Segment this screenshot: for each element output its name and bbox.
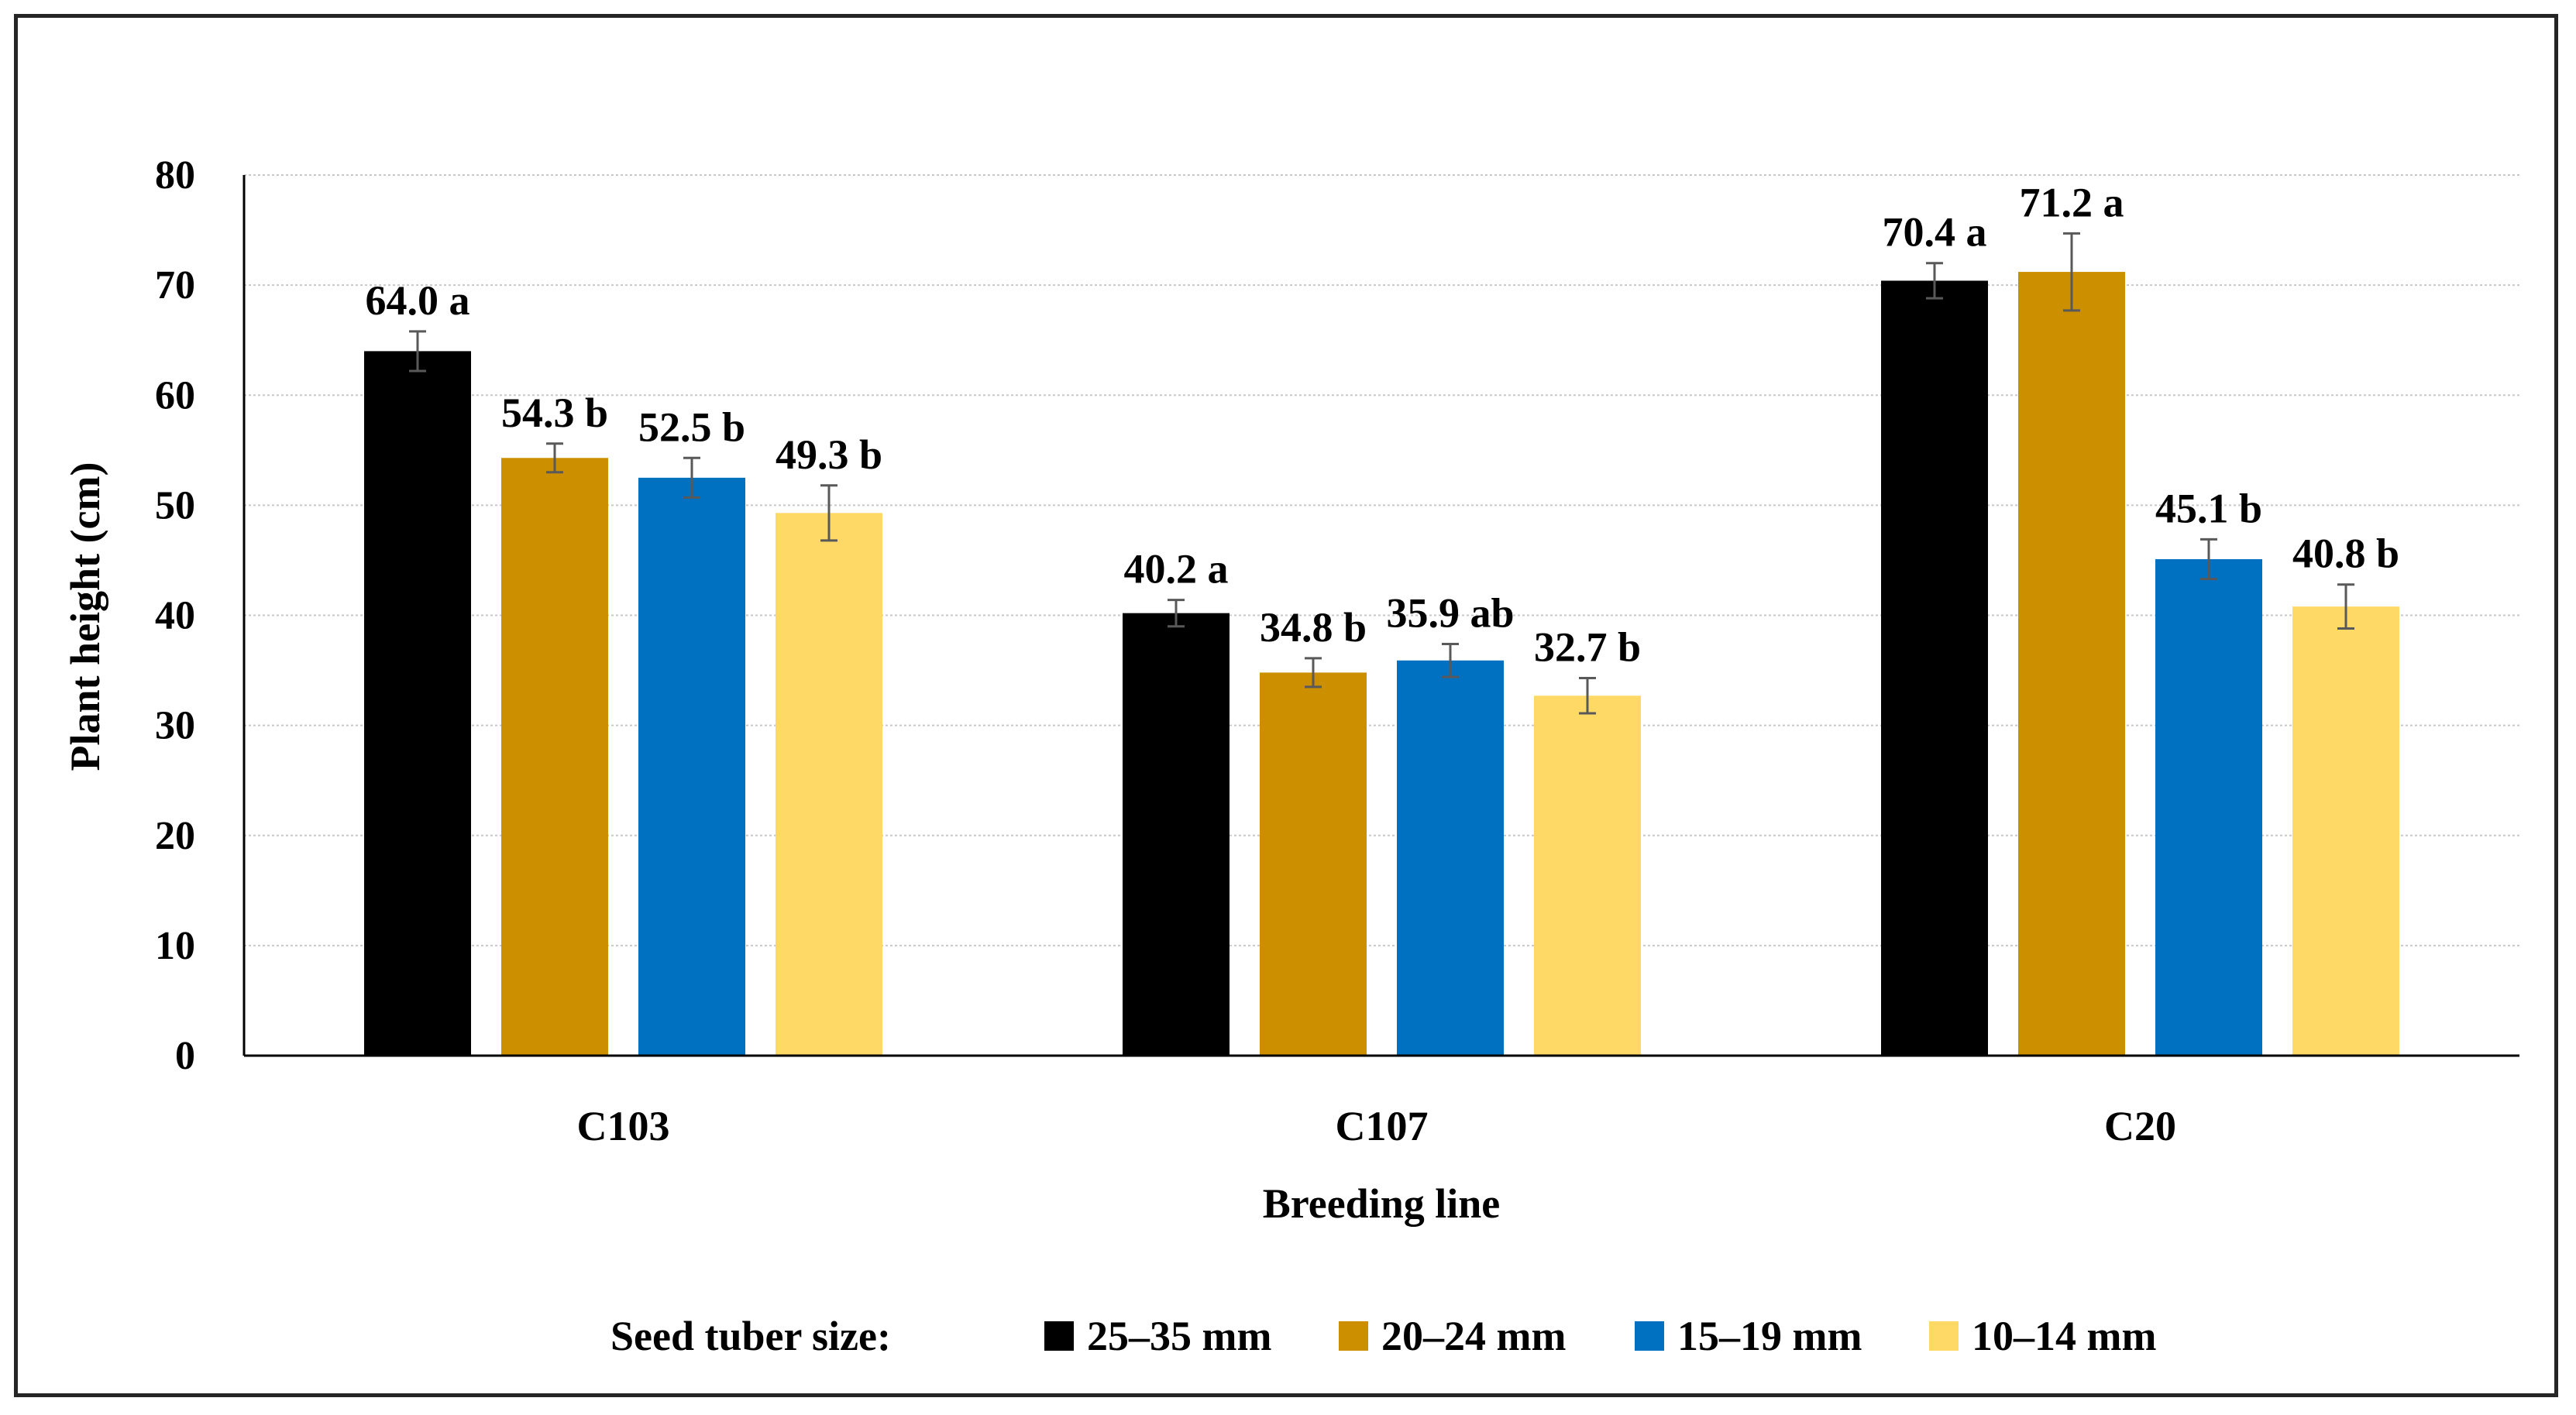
- legend-label: 20–24 mm: [1381, 1313, 1566, 1359]
- data-label: 35.9 ab: [1386, 589, 1514, 636]
- y-tick-label: 20: [155, 814, 195, 858]
- bar: [1123, 613, 1230, 1056]
- error-bar: [1926, 262, 1943, 300]
- legend-title: Seed tuber size:: [610, 1313, 891, 1359]
- error-bar: [1305, 657, 1322, 689]
- x-tick-label: C103: [577, 1103, 670, 1149]
- legend-swatch: [1929, 1321, 1959, 1351]
- x-axis-title: Breeding line: [1263, 1180, 1501, 1227]
- error-bar: [1442, 642, 1459, 678]
- data-label: 70.4 a: [1883, 209, 1987, 256]
- legend-swatch: [1635, 1321, 1664, 1351]
- error-bar: [2337, 583, 2354, 630]
- data-label: 71.2 a: [2020, 179, 2124, 225]
- error-bar: [1579, 677, 1596, 715]
- bar: [364, 351, 471, 1056]
- legend: Seed tuber size: 25–35 mm 20–24 mm 15–19 m…: [610, 1313, 2156, 1359]
- bar: [1260, 672, 1367, 1056]
- y-tick-label: 70: [155, 263, 195, 307]
- bar: [2292, 606, 2399, 1056]
- y-tick-label: 60: [155, 373, 195, 417]
- data-label: 54.3 b: [501, 390, 608, 436]
- data-label: 34.8 b: [1260, 604, 1367, 651]
- bar: [1534, 695, 1641, 1056]
- error-bar: [2200, 537, 2217, 581]
- axes: 0 10 20 30 40 50 60 70 80 C103 C107 C20: [155, 153, 2519, 1149]
- data-labels: 64.0 a 54.3 b 52.5 b 49.3 b 40.2 a 34.8 b 35.9…: [366, 179, 2400, 670]
- error-bar: [409, 330, 426, 373]
- error-bar: [2063, 232, 2080, 312]
- error-bar: [546, 442, 563, 474]
- bar: [776, 513, 882, 1056]
- bar: [1881, 280, 1988, 1056]
- legend-label: 25–35 mm: [1087, 1313, 1271, 1359]
- y-tick-label: 50: [155, 483, 195, 527]
- data-label: 64.0 a: [366, 277, 470, 324]
- data-label: 45.1 b: [2155, 485, 2262, 531]
- data-label: 32.7 b: [1534, 624, 1641, 671]
- bars: [364, 232, 2399, 1056]
- y-tick-label: 80: [155, 153, 195, 197]
- data-label: 49.3 b: [776, 431, 882, 478]
- y-tick-label: 40: [155, 594, 195, 638]
- error-bar: [820, 484, 837, 542]
- y-tick-label: 10: [155, 924, 195, 968]
- error-bar: [1168, 599, 1185, 628]
- x-tick-label: C107: [1336, 1103, 1429, 1149]
- bar: [2018, 272, 2125, 1056]
- y-axis-title: Plant height (cm): [62, 462, 108, 771]
- y-tick-label: 0: [175, 1034, 195, 1078]
- bar: [1397, 660, 1504, 1056]
- data-label: 52.5 b: [638, 404, 745, 450]
- error-bar: [683, 456, 700, 499]
- legend-label: 10–14 mm: [1972, 1313, 2156, 1359]
- x-tick-label: C20: [2104, 1103, 2176, 1149]
- data-label: 40.2 a: [1124, 546, 1229, 592]
- legend-swatch: [1339, 1321, 1368, 1351]
- bar: [501, 458, 608, 1056]
- bar: [638, 477, 745, 1056]
- legend-swatch: [1044, 1321, 1074, 1351]
- legend-label: 15–19 mm: [1677, 1313, 1862, 1359]
- bar: [2155, 559, 2262, 1056]
- data-label: 40.8 b: [2292, 531, 2399, 577]
- y-tick-label: 30: [155, 704, 195, 748]
